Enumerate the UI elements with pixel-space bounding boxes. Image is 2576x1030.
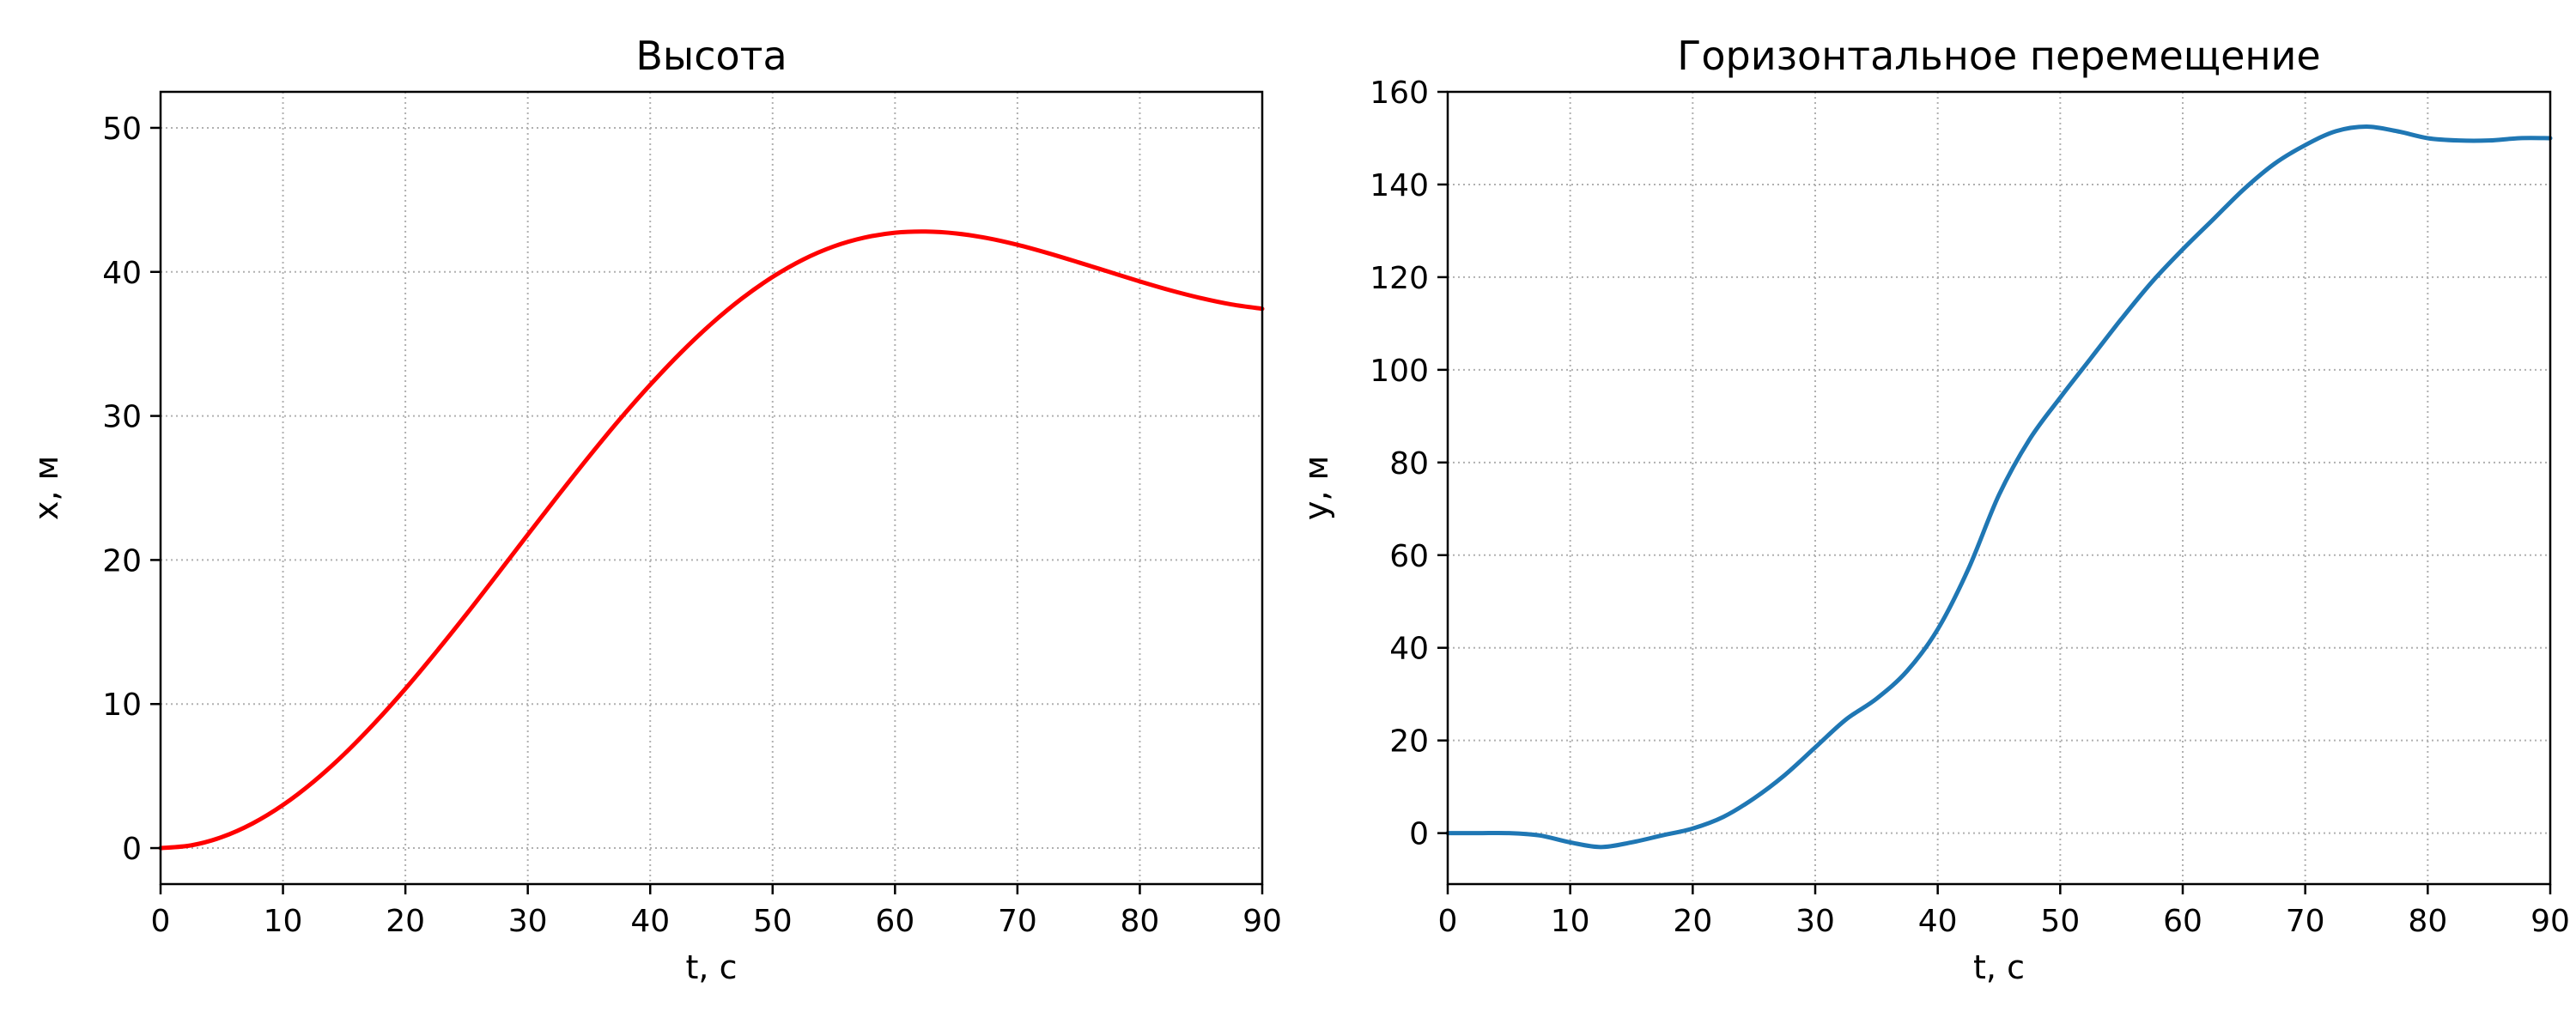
horizontal-x-tick-label: 20 — [1673, 904, 1712, 939]
horizontal-y-tick-label: 120 — [1370, 261, 1429, 296]
height-x-tick-label: 40 — [630, 904, 670, 939]
height-x-axis-label: t, с — [686, 948, 738, 986]
horizontal-y-tick-label: 0 — [1409, 817, 1429, 852]
height-y-tick-label: 40 — [102, 256, 142, 291]
height-chart-title: Высота — [635, 33, 787, 79]
horizontal-plot-area — [1448, 92, 2550, 884]
horizontal-y-tick-label: 140 — [1370, 168, 1429, 203]
height-y-tick-label: 20 — [102, 543, 142, 579]
horizontal-y-tick-label: 100 — [1370, 354, 1429, 389]
horizontal-x-tick-label: 30 — [1795, 904, 1835, 939]
horizontal-y-tick-label: 80 — [1389, 446, 1429, 482]
height-axes-frame — [159, 90, 1264, 886]
height-y-tick-label: 0 — [122, 832, 142, 867]
height-x-tick-label: 90 — [1242, 904, 1282, 939]
horizontal-x-tick-label: 0 — [1438, 904, 1458, 939]
horizontal-x-axis-label: t, с — [1973, 948, 2025, 986]
horizontal-axes-frame — [1446, 90, 2552, 886]
horizontal-x-tick-label: 90 — [2530, 904, 2570, 939]
height-x-tick-label: 0 — [151, 904, 171, 939]
height-x-tick-label: 30 — [508, 904, 548, 939]
horizontal-x-tick-label: 40 — [1918, 904, 1958, 939]
height-x-tick-label: 60 — [875, 904, 914, 939]
horizontal-y-axis-label: y, м — [1297, 456, 1335, 520]
height-x-tick-label: 50 — [753, 904, 793, 939]
height-chart: 0 10 20 30 40 50 60 70 80 90 0 10 20 30 40 50 Высота t, с… — [27, 33, 1282, 986]
height-x-tick-label: 20 — [386, 904, 425, 939]
horizontal-x-tick-label: 70 — [2286, 904, 2325, 939]
horizontal-x-tick-label: 10 — [1551, 904, 1590, 939]
horizontal-y-tick-label: 160 — [1370, 76, 1429, 111]
height-x-tick-label: 10 — [264, 904, 303, 939]
height-x-tick-label: 70 — [998, 904, 1037, 939]
horizontal-series-line — [1445, 124, 2553, 850]
horizontal-y-tick-label: 20 — [1389, 724, 1429, 760]
height-y-tick-label: 10 — [102, 688, 142, 723]
height-y-tick-label: 50 — [102, 112, 142, 147]
height-y-axis-label: x, м — [27, 456, 65, 520]
horizontal-displacement-chart: 0 10 20 30 40 50 60 70 80 90 0 20 40 60 80 100 120 140 160… — [1297, 33, 2570, 986]
horizontal-y-tick-label: 60 — [1389, 539, 1429, 574]
horizontal-x-tick-label: 80 — [2408, 904, 2447, 939]
height-y-tick-label: 30 — [102, 400, 142, 435]
horizontal-x-tick-label: 60 — [2163, 904, 2202, 939]
height-plot-area — [161, 92, 1262, 884]
horizontal-chart-title: Горизонтальное перемещение — [1677, 33, 2320, 79]
height-series-line — [158, 229, 1265, 851]
horizontal-y-tick-label: 40 — [1389, 632, 1429, 667]
horizontal-x-tick-label: 50 — [2040, 904, 2080, 939]
height-x-tick-label: 80 — [1121, 904, 1160, 939]
